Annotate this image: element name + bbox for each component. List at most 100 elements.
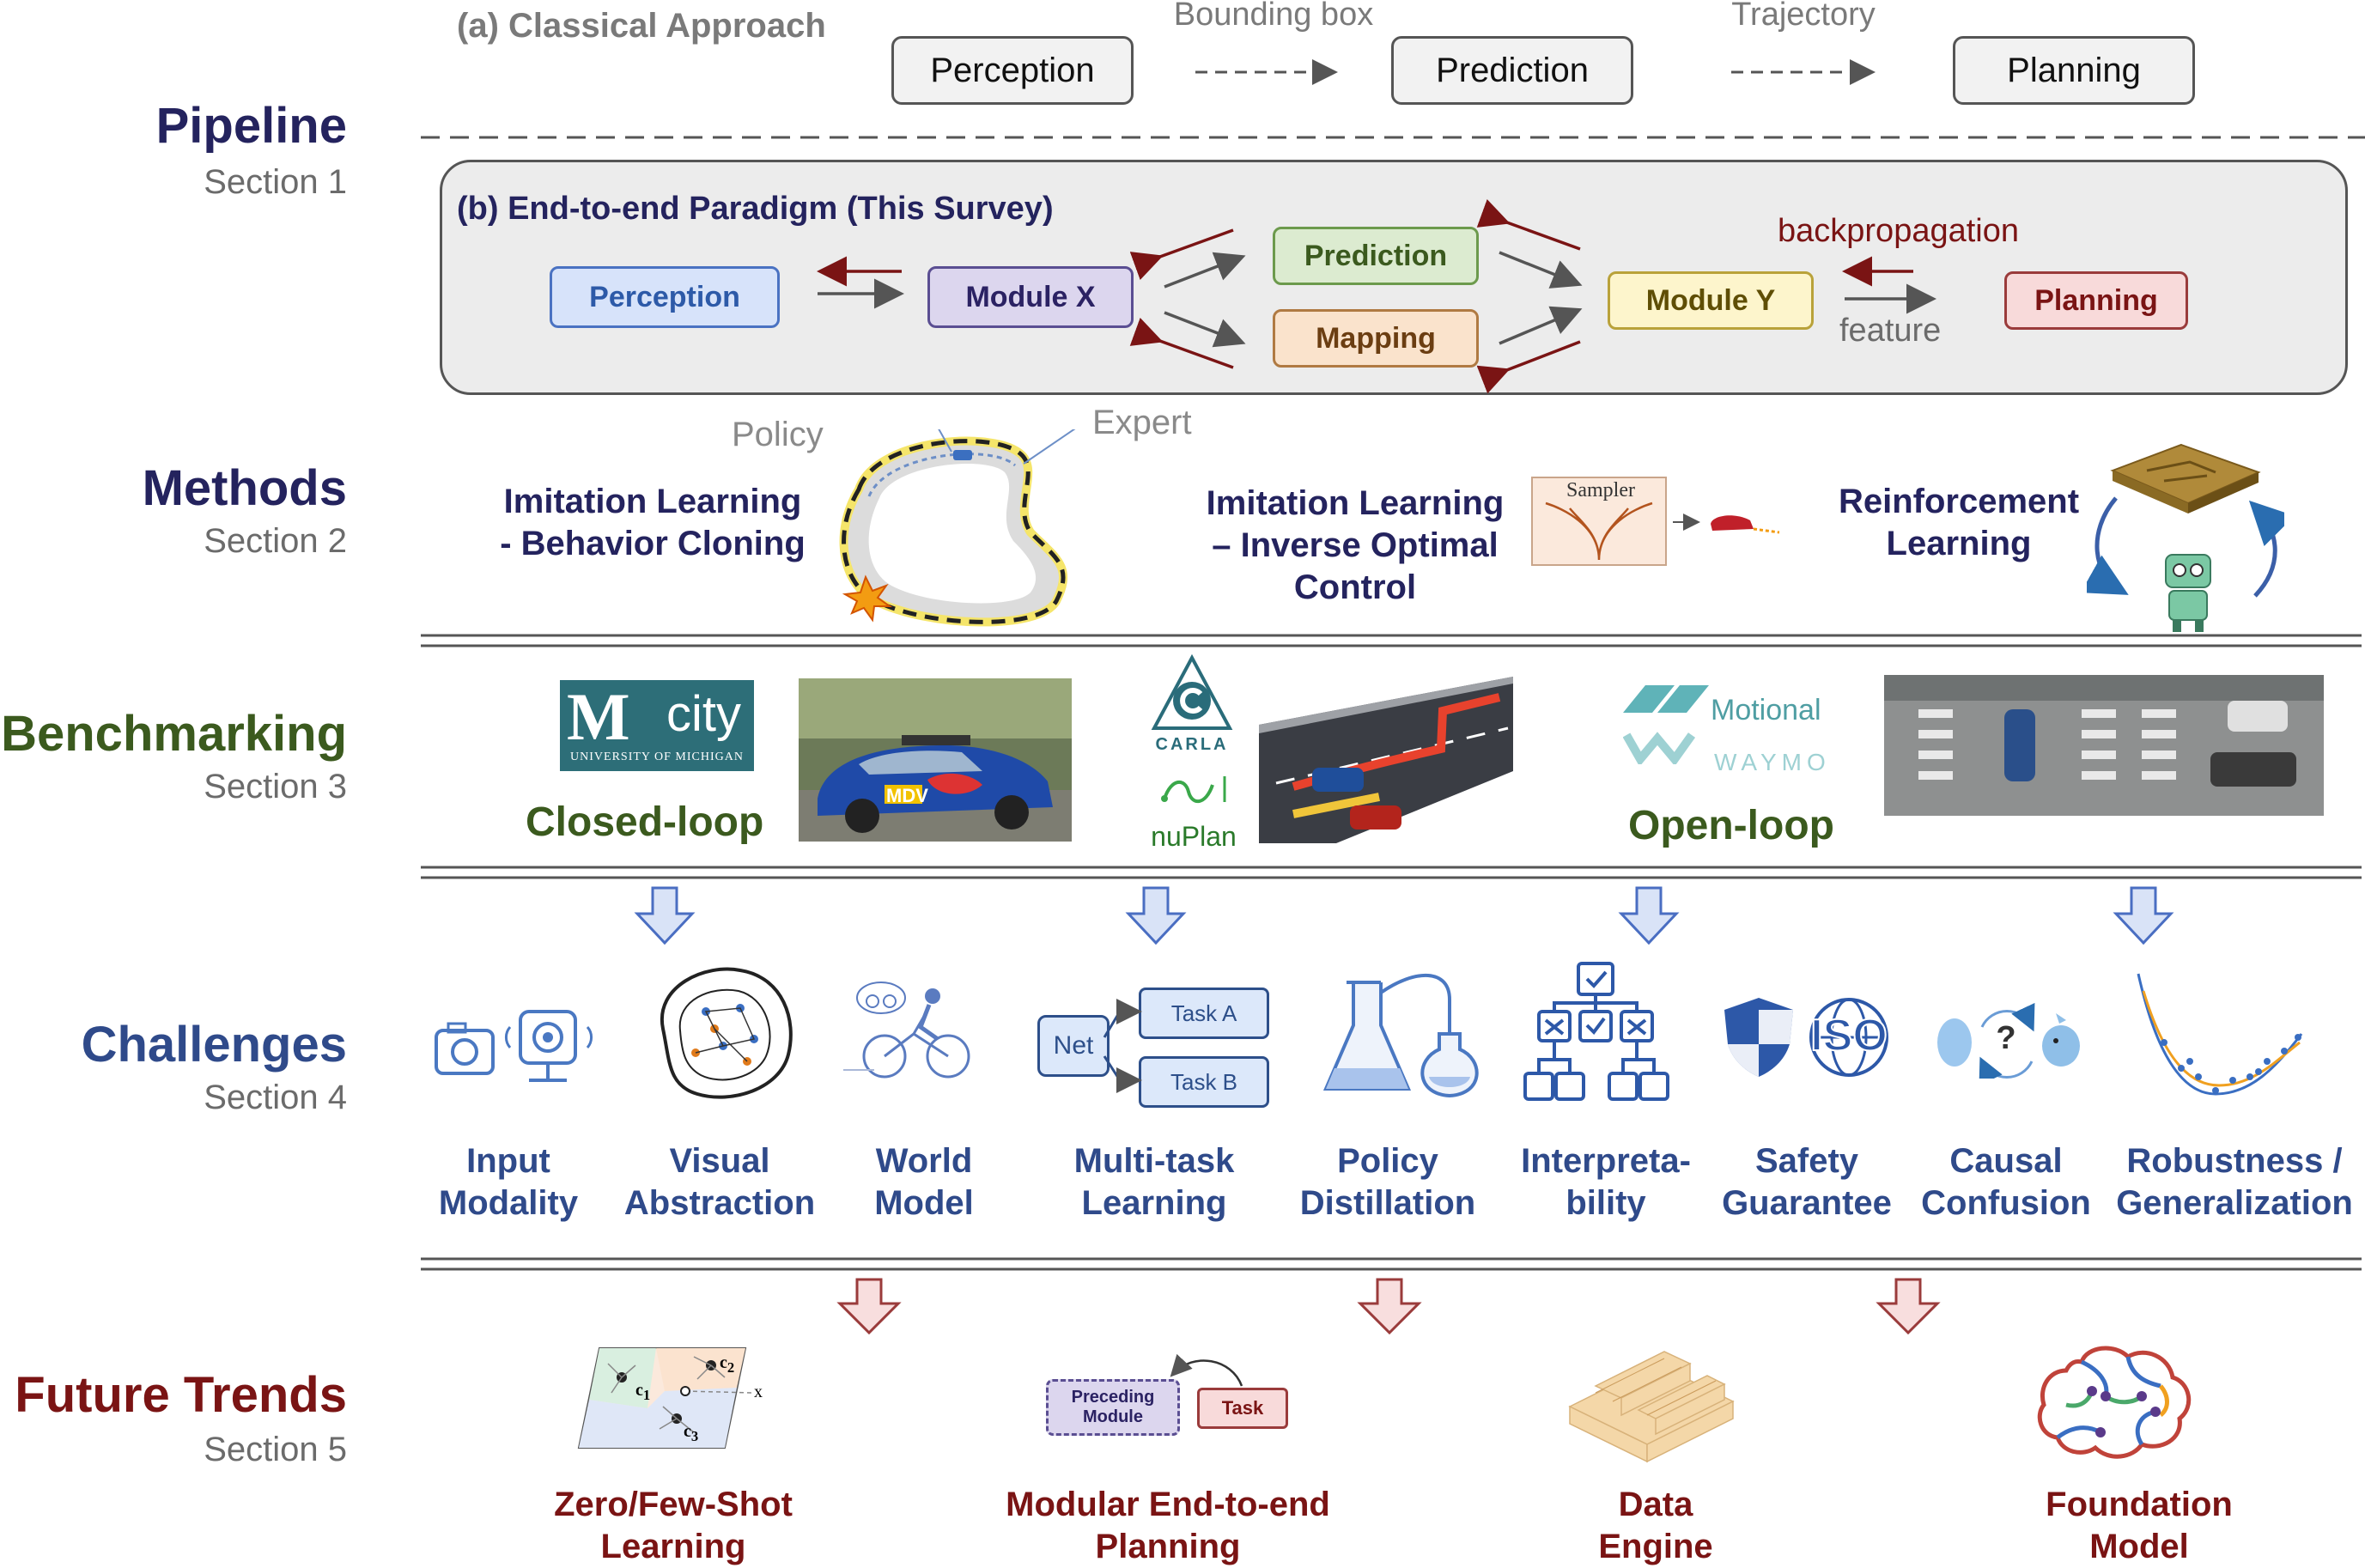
section-title-methods: Methods — [142, 460, 347, 516]
e2e-planning-box: Planning — [2004, 271, 2188, 330]
mcity-logo-letter: M — [567, 679, 630, 754]
inverse-optimal-control-label: Imitation Learning – Inverse Optimal Con… — [1206, 484, 1505, 606]
prototype-c3-label: c3 — [684, 1422, 698, 1445]
net-box: Net — [1037, 1015, 1110, 1077]
backpropagation-label: backpropagation — [1778, 213, 2019, 249]
modular-feedback-arrow — [1170, 1353, 1243, 1387]
e2e-prediction-box: Prediction — [1273, 227, 1479, 285]
motional-label: Motional — [1711, 694, 1821, 726]
prototype-c2-label: c2 — [720, 1353, 734, 1377]
carla-label: CARLA — [1155, 735, 1229, 754]
nuplan-logo-icon — [1161, 776, 1226, 803]
interpretability-tree-icon — [1523, 962, 1669, 1101]
prototype-c3-subscript: 3 — [690, 1428, 699, 1444]
policy-distillation-flask-icon — [1322, 974, 1479, 1098]
visual-abstraction-icon — [660, 967, 793, 1099]
challenge-interpretability: Interpreta- bility — [1521, 1142, 1691, 1222]
prototype-c1-label: c1 — [635, 1381, 650, 1404]
challenge-input-modality: Input Modality — [438, 1142, 579, 1222]
classical-approach-label: (a) Classical Approach — [457, 7, 826, 45]
mcity-logo: M city UNIVERSITY OF MICHIGAN — [560, 679, 754, 771]
open-loop-label: Open-loop — [1628, 803, 1834, 848]
prototype-c2-subscript: 2 — [727, 1359, 735, 1376]
end-to-end-arrows — [817, 198, 1936, 394]
bounding-box-label: Bounding box — [1173, 0, 1374, 33]
reinforcement-learning-label: Reinforcement Learning — [1838, 483, 2080, 562]
task-a-box: Task A — [1139, 988, 1269, 1039]
sampler-illustration — [1531, 477, 1780, 566]
multi-task-arrows — [1103, 999, 1142, 1093]
challenge-world-model: World Model — [874, 1142, 974, 1222]
policy-label: Policy — [732, 416, 824, 453]
section-title-benchmarking: Benchmarking — [1, 706, 347, 762]
iso-label: ISO — [1809, 1010, 1888, 1061]
challenge-safety-guarantee: Safety Guarantee — [1722, 1142, 1892, 1222]
section-subtitle-methods: Section 2 — [204, 522, 347, 560]
camera-sensor-icon — [435, 1010, 593, 1082]
query-x-label: x — [754, 1383, 763, 1401]
mapping-box: Mapping — [1273, 309, 1479, 368]
mcity-logo-word: city — [666, 686, 741, 742]
section-title-challenges: Challenges — [81, 1017, 347, 1073]
nuplan-label: nuPlan — [1151, 821, 1237, 852]
e2e-perception-box: Perception — [550, 266, 780, 328]
future-data-engine: Data Engine — [1598, 1486, 1713, 1565]
future-task-box: Task — [1197, 1388, 1288, 1429]
challenge-causal-confusion: Causal Confusion — [1921, 1142, 2091, 1222]
section-subtitle-pipeline: Section 1 — [204, 163, 347, 201]
classical-arrows — [1195, 59, 1876, 85]
aerial-intersection-photo — [1884, 675, 2324, 816]
world-model-cyclist-icon — [843, 982, 970, 1079]
prototype-c1-subscript: 1 — [642, 1387, 651, 1403]
carla-road-illustration — [1259, 677, 1513, 843]
causal-question-mark: ? — [1996, 1020, 2016, 1056]
challenge-down-arrows — [634, 886, 2174, 945]
closed-loop-label: Closed-loop — [526, 799, 764, 845]
future-zero-few-shot: Zero/Few-Shot Learning — [554, 1486, 793, 1565]
prototype-c1-letter: c — [635, 1381, 643, 1400]
robustness-curve-icon — [2137, 973, 2303, 1096]
waymo-label: WAYMO — [1714, 749, 1831, 775]
section-subtitle-future-trends: Section 5 — [204, 1431, 347, 1468]
motional-logo-icon — [1623, 685, 1709, 764]
challenge-robustness-generalization: Robustness / Generalization — [2116, 1142, 2353, 1222]
iso-globe-icon — [1809, 998, 1888, 1077]
sampler-label: Sampler — [1566, 479, 1635, 501]
data-engine-server-icon — [1568, 1351, 1735, 1463]
section-subtitle-challenges: Section 4 — [204, 1079, 347, 1116]
preceding-module-box: Preceding Module — [1046, 1379, 1180, 1436]
prototype-c3-letter: c — [684, 1422, 691, 1441]
module-y-box: Module Y — [1608, 271, 1814, 330]
expert-label: Expert — [1092, 404, 1192, 441]
zero-few-shot-prototype-icon — [577, 1347, 753, 1449]
future-foundation-model: Foundation Model — [2046, 1486, 2233, 1565]
challenge-visual-abstraction: Visual Abstraction — [623, 1142, 816, 1222]
prototype-c2-letter: c — [720, 1353, 727, 1372]
causal-confusion-icon — [1937, 1002, 2080, 1079]
module-x-box: Module X — [927, 266, 1134, 328]
behavior-cloning-label: Imitation Learning - Behavior Cloning — [500, 483, 806, 562]
classical-prediction-box: Prediction — [1391, 36, 1633, 105]
trajectory-label: Trajectory — [1731, 0, 1876, 33]
classical-perception-box: Perception — [891, 36, 1134, 105]
rl-loop-illustration — [2087, 443, 2284, 632]
race-track-illustration — [839, 429, 1076, 627]
future-modular-end-to-end: Modular End-to-end Planning — [1006, 1486, 1330, 1565]
car-plate-label: MDV — [886, 785, 928, 806]
section-subtitle-benchmarking: Section 3 — [204, 768, 347, 805]
mcity-logo-university: UNIVERSITY OF MICHIGAN — [570, 751, 744, 763]
safety-shield-icon — [1724, 998, 1793, 1077]
end-to-end-label: (b) End-to-end Paradigm (This Survey) — [457, 191, 1054, 227]
challenge-multi-task-learning: Multi-task Learning — [1073, 1142, 1235, 1222]
carla-logo-icon — [1151, 654, 1233, 730]
challenge-policy-distillation: Policy Distillation — [1299, 1142, 1476, 1222]
foundation-model-brain-icon — [2037, 1346, 2192, 1459]
classical-planning-box: Planning — [1953, 36, 2195, 105]
task-b-box: Task B — [1139, 1056, 1269, 1108]
section-title-future-trends: Future Trends — [15, 1367, 347, 1423]
mcity-car-photo — [799, 678, 1072, 842]
section-title-pipeline: Pipeline — [155, 98, 347, 154]
future-down-arrows — [836, 1278, 1941, 1335]
